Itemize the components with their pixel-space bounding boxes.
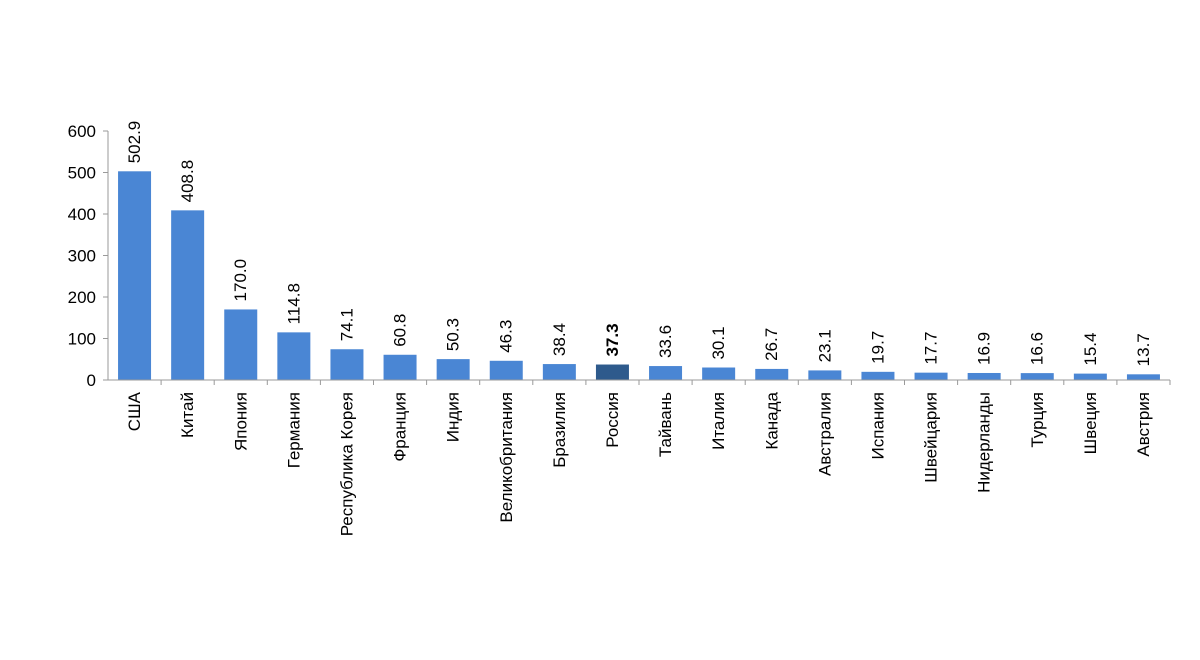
category-label: Тайвань <box>656 392 675 457</box>
category-label: Нидерланды <box>975 392 994 493</box>
category-label: Италия <box>709 392 728 450</box>
value-label: 16.6 <box>1028 332 1047 365</box>
value-label: 16.9 <box>975 332 994 365</box>
value-label: 60.8 <box>391 314 410 347</box>
bar <box>277 332 311 380</box>
category-label: Япония <box>231 392 250 451</box>
bar <box>542 364 576 380</box>
category-label: Россия <box>603 392 622 448</box>
bar <box>171 210 205 380</box>
category-label: Турция <box>1028 392 1047 448</box>
category-label: Индия <box>444 392 463 442</box>
y-axis: 0 100 200 300 400 500 600 <box>68 122 109 390</box>
bar <box>755 368 789 380</box>
bar <box>330 349 364 380</box>
category-label: Швейцария <box>922 392 941 483</box>
bar <box>1073 373 1107 380</box>
bar <box>118 171 152 380</box>
category-label: США <box>125 391 144 431</box>
value-label: 502.9 <box>125 121 144 164</box>
value-label: 38.4 <box>550 323 569 356</box>
y-tick-label: 100 <box>68 330 96 349</box>
bar <box>861 371 895 380</box>
bar <box>383 354 417 380</box>
value-label: 15.4 <box>1081 333 1100 366</box>
x-axis <box>108 379 1171 385</box>
bar <box>702 367 736 380</box>
value-label: 30.1 <box>709 326 728 359</box>
value-label: 13.7 <box>1134 333 1153 366</box>
category-label: Австрия <box>1134 392 1153 457</box>
bars <box>118 171 1160 380</box>
category-label: Великобритания <box>497 392 516 523</box>
bar <box>914 372 948 380</box>
bar <box>595 364 629 380</box>
value-label: 33.6 <box>656 325 675 358</box>
value-label: 408.8 <box>178 160 197 203</box>
category-label: Китай <box>178 392 197 438</box>
value-label: 74.1 <box>337 308 356 341</box>
value-label: 170.0 <box>231 259 250 302</box>
category-label: Республика Корея <box>337 392 356 536</box>
value-label: 23.1 <box>815 329 834 362</box>
bar <box>1126 374 1160 380</box>
y-tick-label: 0 <box>87 371 96 390</box>
bar <box>489 360 523 380</box>
bar <box>436 359 470 380</box>
category-label: Германия <box>284 392 303 468</box>
value-labels: 502.9 408.8 170.0 114.8 74.1 60.8 50.3 46.3 38.4… <box>125 121 1153 367</box>
value-label: 46.3 <box>497 320 516 353</box>
bar <box>224 309 258 380</box>
bar <box>808 370 842 380</box>
value-label: 114.8 <box>284 283 303 324</box>
bar <box>649 366 683 380</box>
category-label: Австралия <box>815 392 834 476</box>
value-label: 26.7 <box>762 328 781 361</box>
y-tick-label: 300 <box>68 247 96 266</box>
category-label: Бразилия <box>550 392 569 468</box>
category-label: Канада <box>762 391 781 449</box>
value-label: 37.3 <box>603 323 622 356</box>
value-label: 50.3 <box>444 318 463 351</box>
category-label: Швеция <box>1081 392 1100 454</box>
category-labels: США Китай Япония Германия Республика Корея Фр… <box>125 391 1153 536</box>
y-tick-label: 400 <box>68 205 96 224</box>
category-label: Испания <box>868 392 887 459</box>
y-tick-label: 200 <box>68 288 96 307</box>
y-tick-label: 600 <box>68 122 96 141</box>
y-tick-label: 500 <box>68 164 96 183</box>
bar <box>967 372 1001 380</box>
bar <box>1020 373 1054 380</box>
category-label: Франция <box>391 392 410 462</box>
value-label: 17.7 <box>922 332 941 365</box>
value-label: 19.7 <box>868 331 887 364</box>
